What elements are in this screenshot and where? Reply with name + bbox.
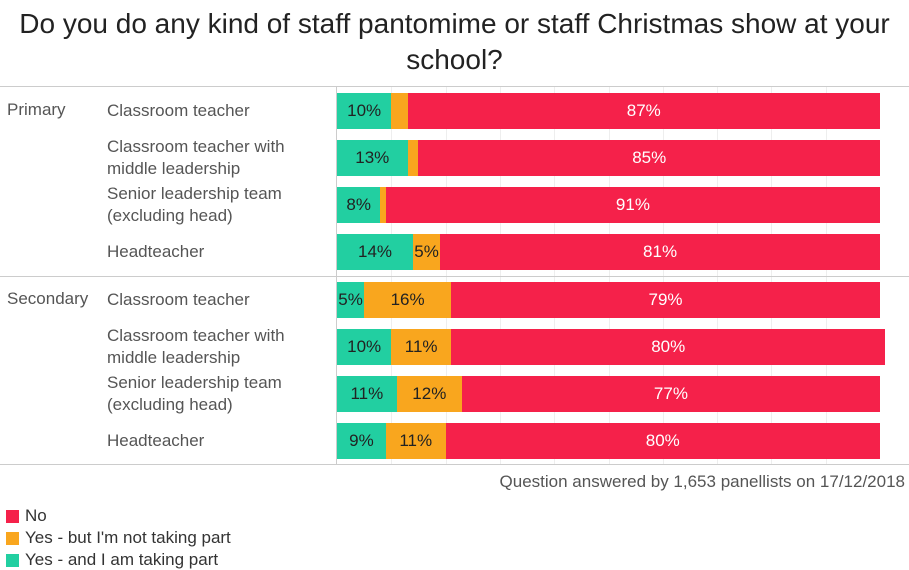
bar-segment-0: 13% [337, 140, 408, 176]
chart-title: Do you do any kind of staff pantomime or… [19, 8, 890, 75]
bar-segment-1 [407, 140, 419, 176]
row-label: Headteacher [107, 430, 205, 450]
row-label: Classroom teacher with middle leadership [107, 325, 285, 367]
bar-segment-2: 85% [418, 140, 880, 176]
plot-area: Primary Classroom teacher 10% 87% Classroom … [0, 86, 909, 465]
bar-segment-0: 14% [337, 234, 414, 270]
bar-segment-2: 77% [461, 375, 880, 412]
row-label: Senior leadership team (excluding head) [107, 372, 282, 414]
group-label: Secondary [7, 288, 89, 308]
bar-segment-0: 9% [337, 422, 386, 459]
bar-segment-1: 16% [364, 281, 452, 318]
bar-segment-0: 10% [337, 93, 392, 129]
legend-item-yes-taking-part: Yes - and I am taking part [6, 550, 218, 570]
legend-label: Yes - and I am taking part [25, 550, 219, 569]
row-label: Senior leadership team (excluding head) [107, 184, 282, 225]
bar-segment-1: 11% [385, 422, 446, 459]
row-label: Classroom teacher with middle leadership [107, 137, 285, 178]
row-label: Classroom teacher [107, 289, 250, 309]
legend-item-no: No [6, 506, 47, 526]
bar-segment-2: 91% [385, 187, 880, 223]
bar-segment-2: 80% [445, 422, 880, 459]
bar-segment-1 [380, 187, 386, 223]
bar-segment-2: 80% [451, 328, 886, 365]
legend-swatch [6, 531, 19, 545]
legend-label: No [25, 506, 47, 525]
bar-segment-1: 12% [396, 375, 462, 412]
bar-segment-0: 8% [337, 187, 381, 223]
footnote: Question answered by 1,653 panellists on… [499, 472, 905, 491]
row-label: Classroom teacher [107, 101, 250, 120]
bar-segment-1: 11% [391, 328, 452, 365]
bar-segment-2: 79% [451, 281, 880, 318]
bar-segment-2: 81% [440, 234, 880, 270]
legend-swatch [6, 553, 19, 567]
bar-segment-0: 10% [337, 328, 392, 365]
bar-segment-1 [391, 93, 408, 129]
row-label: Headteacher [107, 242, 205, 261]
group-label: Primary [7, 100, 66, 119]
bar-segment-2: 87% [407, 93, 880, 129]
bar-segment-0: 11% [337, 375, 397, 412]
legend-swatch [6, 509, 19, 523]
group-separator [0, 275, 909, 277]
legend-label: Yes - but I'm not taking part [25, 528, 231, 547]
legend-item-yes-not-taking-part: Yes - but I'm not taking part [6, 528, 231, 548]
bar-segment-0: 5% [337, 281, 365, 318]
bar-segment-1: 5% [413, 234, 441, 270]
